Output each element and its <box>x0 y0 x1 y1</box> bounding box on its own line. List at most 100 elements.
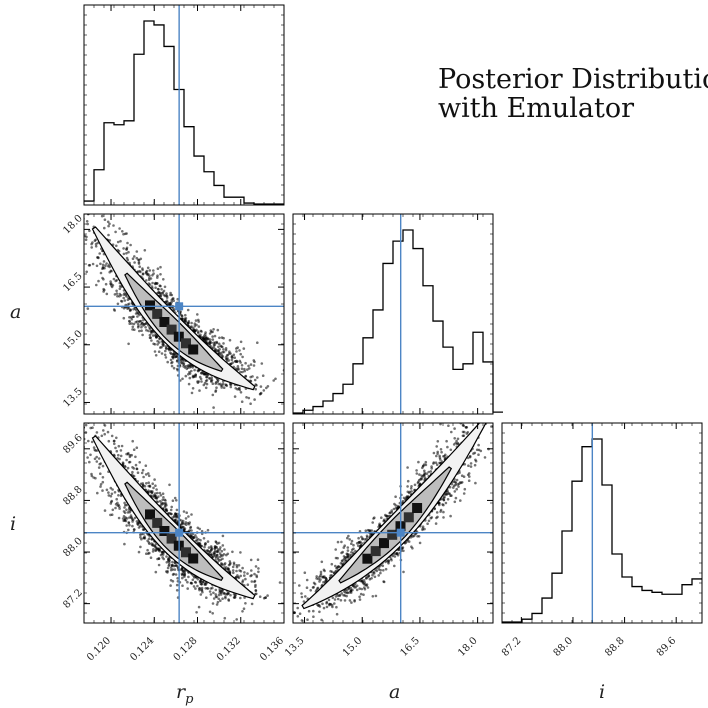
sample-point <box>141 483 145 487</box>
sample-point <box>166 360 169 364</box>
sample-point <box>148 485 152 488</box>
sample-point <box>174 564 177 567</box>
sample-point <box>124 293 128 297</box>
sample-point <box>141 322 144 325</box>
sample-point <box>266 594 269 597</box>
sample-point <box>133 328 136 332</box>
density-block <box>181 338 191 349</box>
sample-point <box>185 511 188 514</box>
sample-point <box>250 569 253 572</box>
sample-point <box>204 379 208 383</box>
sample-point <box>214 390 217 393</box>
sample-point <box>91 262 95 266</box>
sample-point <box>100 214 104 218</box>
sample-point <box>262 389 266 392</box>
sample-point <box>128 523 131 527</box>
hist-i <box>502 423 702 623</box>
sample-point <box>228 350 231 354</box>
sample-point <box>165 294 169 298</box>
sample-point <box>99 271 103 275</box>
sample-point <box>140 325 143 329</box>
sample-point <box>109 486 113 490</box>
sample-point <box>249 402 252 406</box>
sample-point <box>159 503 163 506</box>
sample-point <box>161 492 165 496</box>
sample-point <box>138 329 141 333</box>
sample-point <box>180 519 183 522</box>
sample-point <box>189 525 193 529</box>
sample-point <box>222 553 226 556</box>
sample-point <box>130 318 134 321</box>
sample-point <box>87 439 90 443</box>
sample-point <box>206 342 210 345</box>
sample-point <box>255 341 259 345</box>
sample-point <box>245 396 248 399</box>
sample-point <box>181 377 184 381</box>
sample-point <box>180 361 183 365</box>
hist-step-a <box>293 229 503 414</box>
sample-point <box>171 568 175 571</box>
sample-point <box>205 596 208 599</box>
sample-point <box>235 569 238 573</box>
sample-point <box>103 509 107 512</box>
sample-point <box>182 510 186 513</box>
sample-point <box>216 380 219 383</box>
sample-point <box>192 328 196 332</box>
sample-point <box>115 497 118 501</box>
sample-point <box>186 308 190 312</box>
sample-point <box>244 361 247 365</box>
pair-rp-a-y-tick-label: 18.0 <box>61 213 85 237</box>
sample-point <box>114 279 117 283</box>
sample-point <box>90 210 93 213</box>
hist-x-i-tick-label: 87.2 <box>500 635 524 659</box>
sample-point <box>189 581 193 585</box>
sample-point <box>208 590 212 593</box>
sample-point <box>242 347 246 350</box>
density-block <box>152 308 163 319</box>
sample-point <box>244 602 247 605</box>
sample-point <box>197 325 201 328</box>
sample-point <box>220 562 223 565</box>
sample-point <box>163 285 167 289</box>
sample-point <box>226 353 230 357</box>
sample-point <box>94 242 98 246</box>
sample-point <box>211 382 215 386</box>
sample-point <box>220 386 223 389</box>
sample-point <box>85 220 89 223</box>
sample-point <box>241 610 244 613</box>
sample-point <box>240 364 244 367</box>
sample-point <box>161 498 164 502</box>
sample-point <box>259 385 263 388</box>
sample-point <box>84 431 88 434</box>
sample-point <box>216 328 220 332</box>
sample-point <box>240 367 244 371</box>
sample-point <box>266 385 270 388</box>
sample-point <box>170 364 174 368</box>
sample-point <box>254 383 257 386</box>
sample-point <box>137 526 141 529</box>
sample-point <box>231 550 234 554</box>
sample-point <box>212 343 216 347</box>
sample-point <box>80 454 83 457</box>
sample-point <box>184 521 188 524</box>
sample-point <box>95 431 99 434</box>
sample-point <box>134 312 138 315</box>
sample-point <box>250 580 254 583</box>
sample-point <box>163 498 166 502</box>
sample-point <box>136 320 139 323</box>
sample-point <box>103 226 106 230</box>
sample-point <box>149 277 153 280</box>
sample-point <box>119 454 123 458</box>
sample-point <box>157 350 161 354</box>
sample-point <box>251 375 254 378</box>
hist-step-rp <box>84 20 284 205</box>
sample-point <box>146 266 150 270</box>
sample-point <box>109 280 112 283</box>
sample-point <box>146 539 149 543</box>
sample-point <box>253 360 256 364</box>
sample-point <box>208 610 212 614</box>
sample-point <box>191 387 195 390</box>
sample-point <box>254 565 258 568</box>
sample-point <box>114 230 117 234</box>
sample-point <box>126 452 130 456</box>
